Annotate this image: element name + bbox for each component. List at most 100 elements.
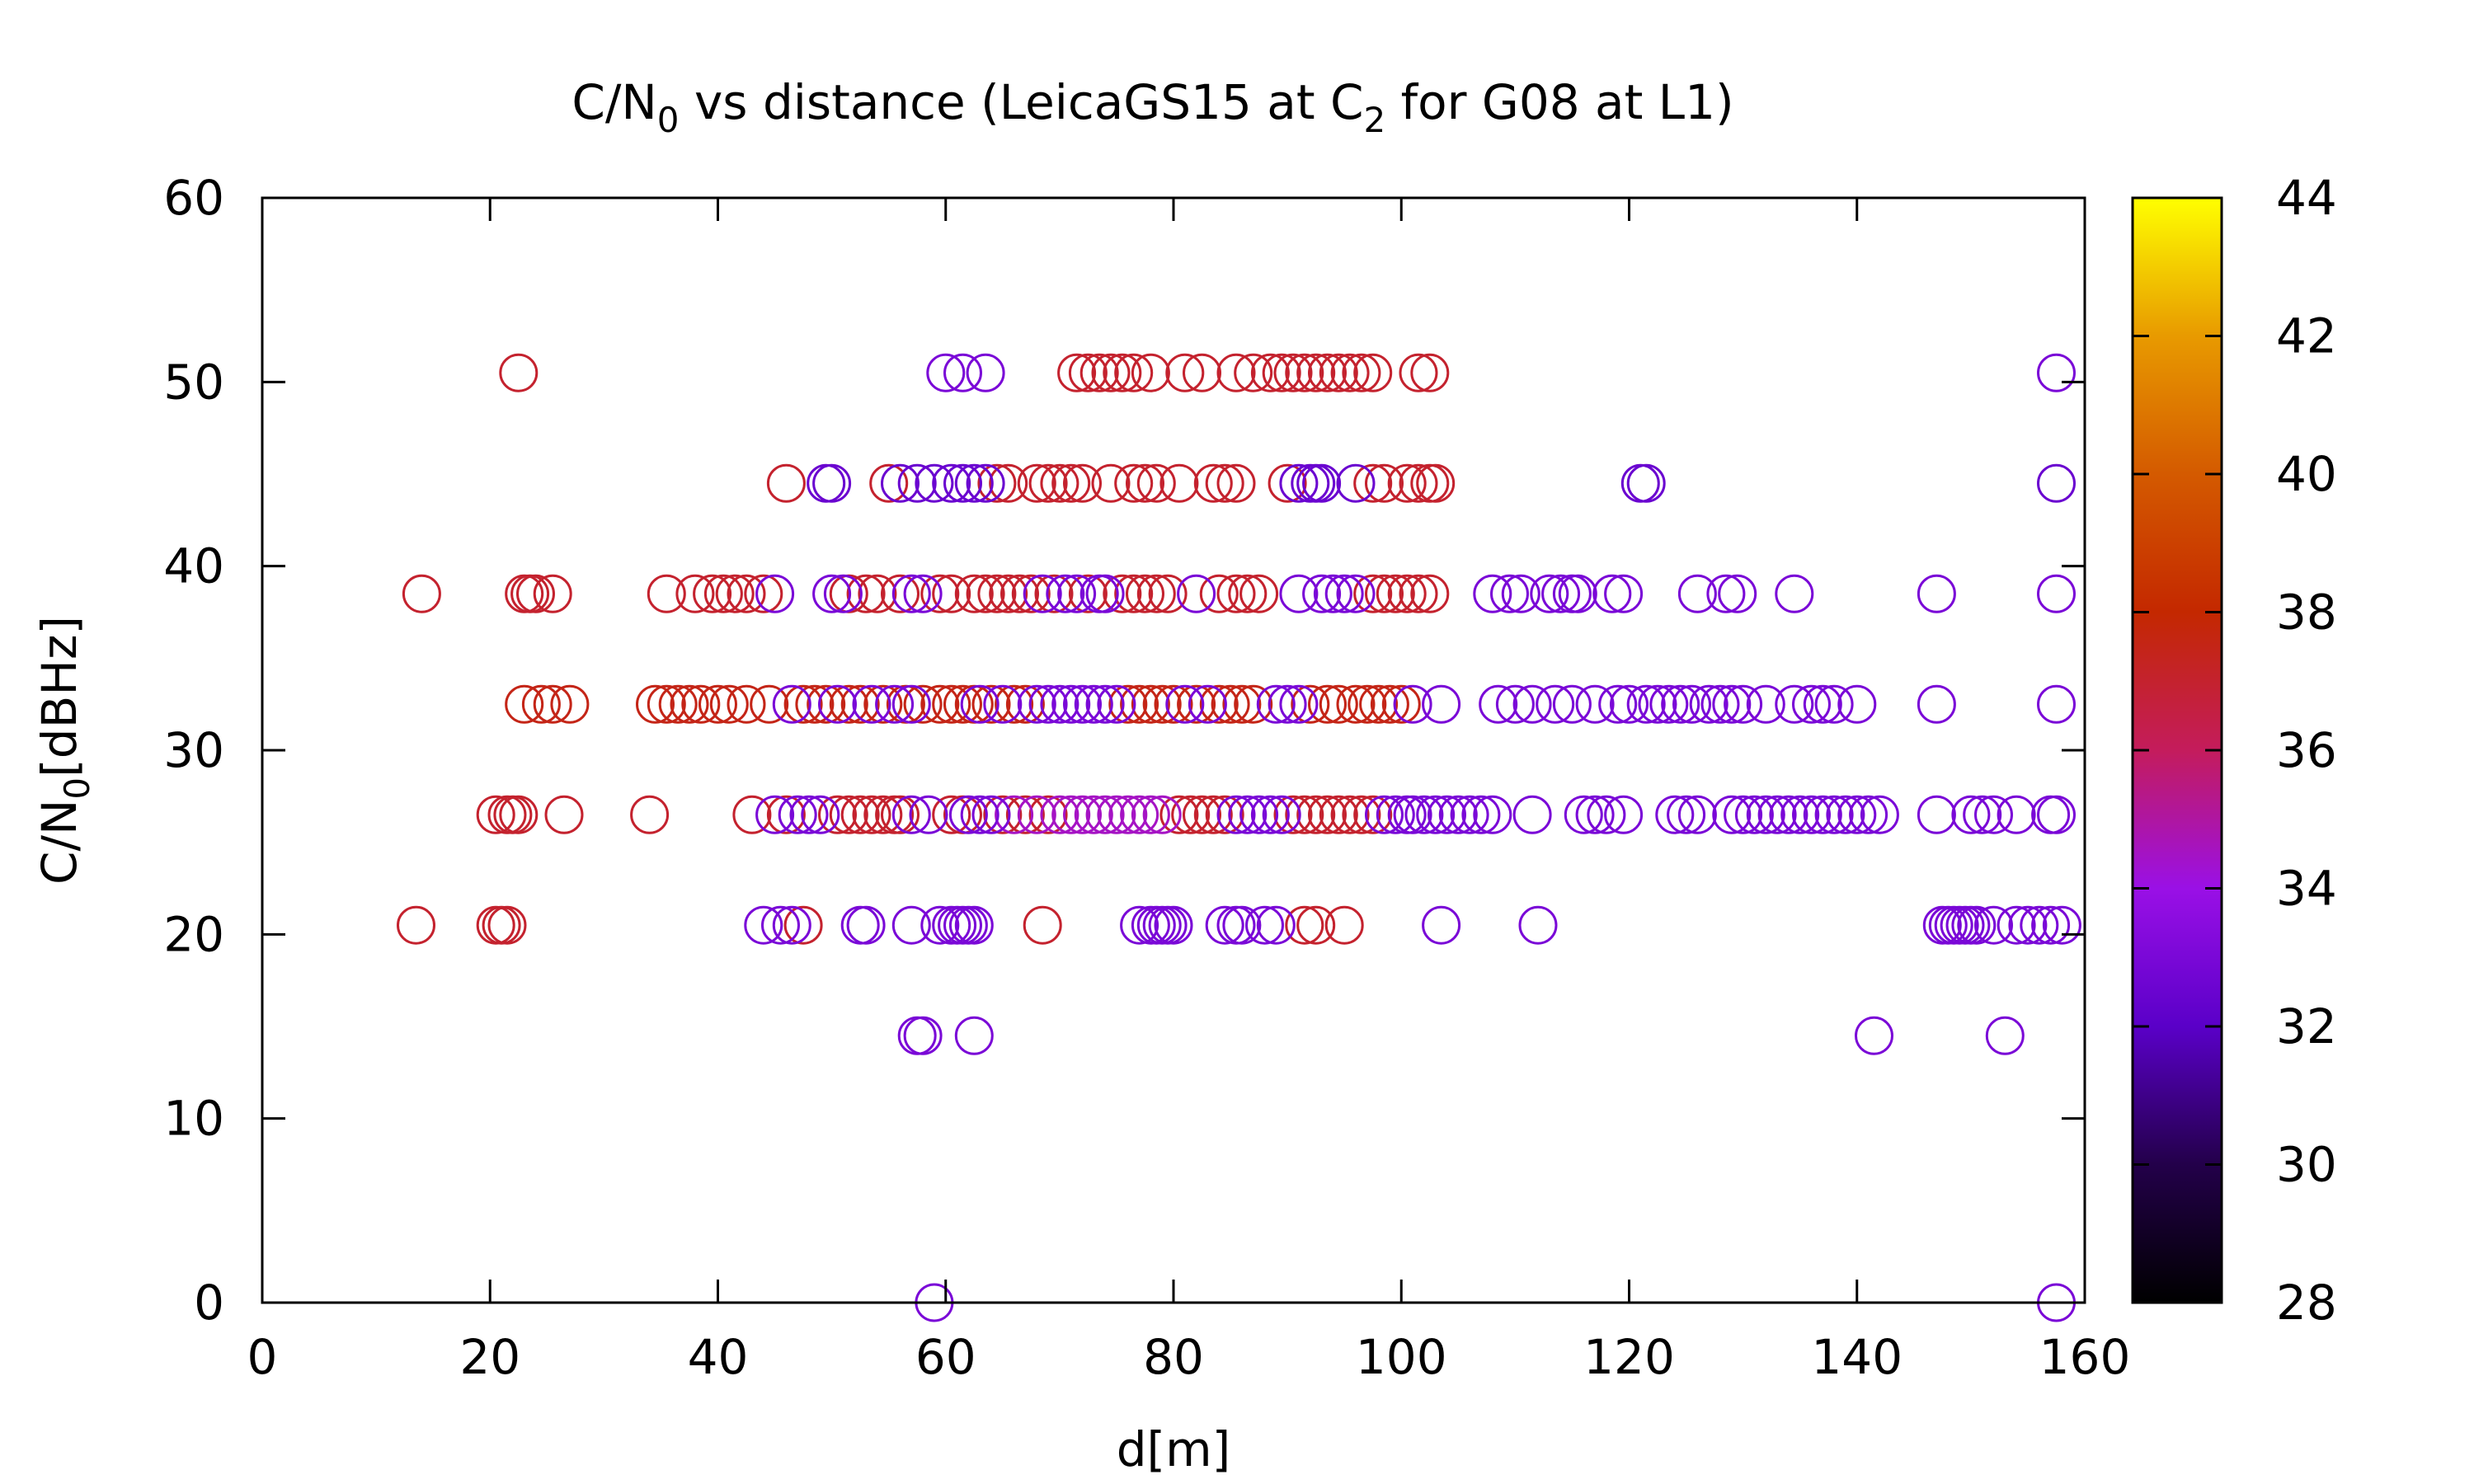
data-point [1667,795,1706,834]
data-point [1028,463,1068,503]
data-point [1826,795,1865,834]
data-point [755,574,795,613]
data-point [1114,463,1154,503]
data-point [675,574,715,613]
data-point [789,795,829,834]
colorbar-tick-label: 42 [2276,308,2337,364]
x-tick-label: 160 [2039,1329,2131,1385]
data-point [1291,684,1330,724]
data-point [1575,795,1615,834]
data-point [1313,574,1352,613]
data-point [1103,353,1142,392]
data-point [772,905,811,945]
data-point [1336,684,1376,724]
data-point [1997,795,2036,834]
data-point [858,574,897,613]
data-point [954,1016,994,1055]
data-point [881,463,920,503]
data-point [1319,353,1358,392]
data-point [778,795,817,834]
data-point [966,574,1005,613]
data-point [670,684,709,724]
data-point [1256,684,1296,724]
data-point [1803,795,1842,834]
plot-frame [261,196,2086,1304]
colorbar-tick-label: 40 [2276,446,2337,502]
data-point [1837,795,1877,834]
data-point [1330,353,1370,392]
data-point [891,795,931,834]
data-point [1165,684,1205,724]
data-point [1250,795,1290,834]
data-point [1120,684,1159,724]
data-point [823,574,863,613]
data-point [960,684,999,724]
data-point [966,353,1005,392]
data-point [1308,353,1347,392]
data-point [1490,574,1529,613]
data-point [1074,795,1113,834]
data-point [1199,684,1239,724]
data-point [1319,795,1358,834]
data-point [983,684,1023,724]
data-point [840,795,880,834]
colorbar-tick-label: 44 [2276,170,2337,226]
data-point [1450,795,1489,834]
data-point [1387,463,1427,503]
data-point [1353,574,1393,613]
data-point [783,905,823,945]
data-point [1126,463,1164,503]
data-point [1849,795,1888,834]
data-point [2042,905,2081,945]
data-point [1279,574,1319,613]
data-point [521,684,561,724]
data-point [995,795,1034,834]
data-point [1034,574,1074,613]
data-point [1245,905,1284,945]
x-tick-label: 120 [1583,1329,1675,1385]
data-point [1302,574,1342,613]
colorbar-tick-label: 30 [2276,1137,2337,1193]
data-point [1342,353,1381,392]
data-point [1399,574,1438,613]
data-point [1638,684,1677,724]
data-point [920,905,960,945]
data-point [1302,463,1342,503]
data-point [1598,684,1638,724]
data-point [2037,463,2076,503]
data-point [766,795,806,834]
data-point [1211,684,1250,724]
data-point [1108,795,1148,834]
data-point [1308,795,1347,834]
chart-title: C/N0 vs distance (LeicaGS15 at C2 for G0… [571,74,1733,140]
data-point [1103,574,1142,613]
data-point [1422,684,1461,724]
data-point [829,684,868,724]
data-point [516,574,555,613]
data-point [1068,574,1108,613]
data-point [1285,353,1324,392]
data-point [2031,905,2071,945]
data-point [1558,574,1597,613]
data-point [1393,795,1432,834]
data-point [1296,795,1336,834]
data-point [1393,684,1432,724]
data-point [954,574,994,613]
data-point [920,574,960,613]
data-point [1063,795,1102,834]
data-point [550,684,590,724]
data-point [1159,795,1199,834]
data-point [903,684,943,724]
data-point [732,795,772,834]
data-point [772,684,811,724]
data-point [875,684,915,724]
data-point [1353,795,1393,834]
data-point [1348,684,1387,724]
data-point [1216,574,1256,613]
data-point [1399,463,1438,503]
y-tick-label: 30 [163,722,224,778]
data-point [943,684,982,724]
data-point [727,684,766,724]
colorbar-tick-label: 36 [2276,722,2337,778]
x-tick-label: 60 [915,1329,976,1385]
